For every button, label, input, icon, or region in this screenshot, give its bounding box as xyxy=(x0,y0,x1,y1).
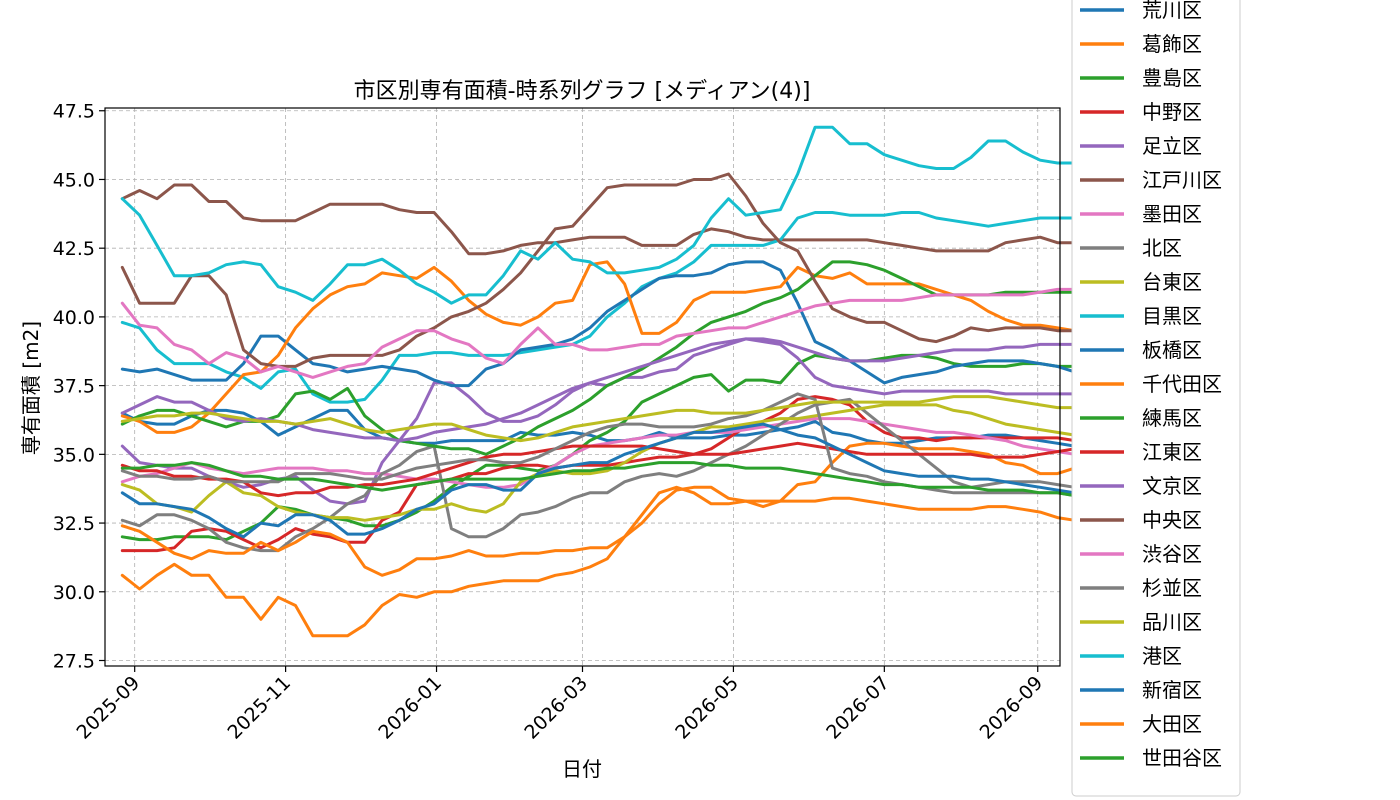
series-line xyxy=(120,395,1181,443)
y-tick-label: 30.0 xyxy=(53,582,95,604)
x-tick-label: 2026-09 xyxy=(976,672,1048,744)
series-line xyxy=(120,260,1181,434)
y-axis: 27.5 30.0 32.5 35.0 37.5 40.0 42.5 45.0 47.5 xyxy=(53,101,105,673)
y-tick-label: 35.0 xyxy=(53,444,95,466)
y-tick-label: 45.0 xyxy=(53,169,95,191)
series-line xyxy=(120,183,1181,256)
series-line xyxy=(120,392,1181,500)
series-line xyxy=(120,422,1181,539)
x-axis: 2025-09 2025-11 2026-01 2026-03 2026-05 2026-… xyxy=(73,666,1048,744)
series-line xyxy=(120,125,1181,305)
legend-label: 文京区 xyxy=(1142,474,1202,498)
legend-label: 渋谷区 xyxy=(1142,542,1202,566)
legend-label: 葛飾区 xyxy=(1142,32,1202,56)
x-tick-label: 2026-05 xyxy=(671,672,743,744)
series-line xyxy=(120,485,1181,577)
legend-label: 目黒区 xyxy=(1142,304,1202,328)
series-line xyxy=(120,395,1181,553)
y-tick-label: 40.0 xyxy=(53,307,95,329)
y-tick-label: 37.5 xyxy=(53,376,95,398)
legend-label: 世田谷区 xyxy=(1142,746,1222,770)
x-tick-label: 2026-01 xyxy=(374,672,446,744)
legend-label: 墨田区 xyxy=(1142,202,1202,226)
y-tick-label: 27.5 xyxy=(53,651,95,673)
legend-label: 千代田区 xyxy=(1142,372,1222,396)
series-line xyxy=(120,417,1181,489)
legend-label: 足立区 xyxy=(1142,134,1202,158)
y-tick-label: 47.5 xyxy=(53,101,95,123)
legend-label: 中野区 xyxy=(1142,100,1202,124)
legend-label: 大田区 xyxy=(1142,712,1202,736)
legend-label: 練馬区 xyxy=(1142,406,1202,430)
x-tick-label: 2026-03 xyxy=(520,672,592,744)
x-tick-label: 2026-07 xyxy=(822,672,894,744)
y-tick-label: 42.5 xyxy=(53,238,95,260)
legend-label: 北区 xyxy=(1142,236,1182,260)
legend-label: 江戸川区 xyxy=(1142,168,1222,192)
y-axis-label: 専有面積 [m2] xyxy=(19,321,43,455)
legend-label: 板橋区 xyxy=(1142,338,1202,362)
chart-title: 市区別専有面積-時系列グラフ [メディアン(4)] xyxy=(354,79,811,104)
x-tick-label: 2025-09 xyxy=(73,672,145,744)
y-tick-label: 32.5 xyxy=(53,513,95,535)
series-line xyxy=(120,353,1181,542)
series-line xyxy=(120,287,1181,379)
series-line xyxy=(120,461,1181,500)
legend-label: 荒川区 xyxy=(1142,0,1202,22)
x-tick-label: 2025-11 xyxy=(223,672,295,744)
legend-label: 杉並区 xyxy=(1142,576,1202,600)
series-line xyxy=(120,172,1181,368)
grid xyxy=(105,108,1060,666)
series-lines xyxy=(120,125,1181,638)
series-line xyxy=(120,260,1181,393)
legend-label: 港区 xyxy=(1142,644,1182,668)
legend-box xyxy=(1071,0,1241,797)
series-line xyxy=(120,441,1181,638)
x-axis-label: 日付 xyxy=(562,757,602,781)
legend-label: 品川区 xyxy=(1142,610,1202,634)
legend-label: 中央区 xyxy=(1142,508,1202,532)
legend-label: 江東区 xyxy=(1142,440,1202,464)
legend-label: 台東区 xyxy=(1142,270,1202,294)
legend-label: 豊島区 xyxy=(1142,66,1202,90)
legend-label: 新宿区 xyxy=(1142,678,1202,702)
legend: 荒川区葛飾区豊島区中野区足立区江戸川区墨田区北区台東区目黒区板橋区千代田区練馬区… xyxy=(1071,0,1241,797)
